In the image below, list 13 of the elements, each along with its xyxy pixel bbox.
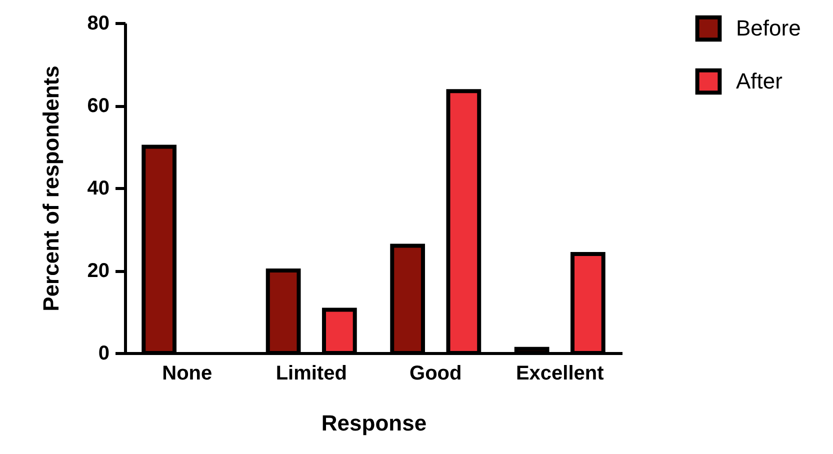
- y-tick-label: 80: [87, 12, 110, 34]
- legend-label: After: [736, 68, 782, 94]
- x-tick-label: Excellent: [516, 362, 604, 384]
- x-axis-title: Response: [321, 410, 427, 436]
- x-tick-label: Good: [410, 362, 462, 384]
- y-tick-label: 60: [87, 95, 110, 117]
- y-tick-label: 40: [87, 178, 110, 200]
- x-tick-label: None: [162, 362, 212, 384]
- legend-label: Before: [736, 16, 801, 40]
- y-tick-label: 0: [98, 342, 110, 364]
- x-tick-label: Limited: [276, 362, 347, 384]
- y-axis-title: Percent of respondents: [38, 66, 64, 312]
- y-tick-label: 20: [87, 260, 110, 282]
